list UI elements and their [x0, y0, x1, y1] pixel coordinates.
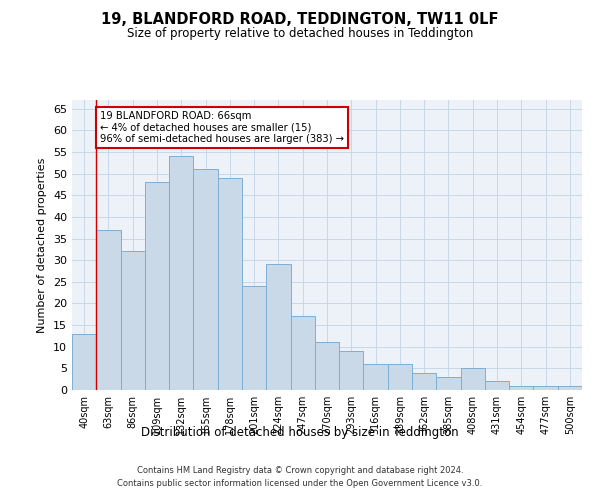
Bar: [509, 386, 533, 390]
Bar: [315, 342, 339, 390]
Bar: [558, 386, 582, 390]
Bar: [266, 264, 290, 390]
Bar: [436, 377, 461, 390]
Bar: [242, 286, 266, 390]
Bar: [461, 368, 485, 390]
Text: Contains HM Land Registry data © Crown copyright and database right 2024.
Contai: Contains HM Land Registry data © Crown c…: [118, 466, 482, 487]
Y-axis label: Number of detached properties: Number of detached properties: [37, 158, 47, 332]
Bar: [339, 351, 364, 390]
Bar: [169, 156, 193, 390]
Text: Size of property relative to detached houses in Teddington: Size of property relative to detached ho…: [127, 28, 473, 40]
Bar: [364, 364, 388, 390]
Bar: [412, 372, 436, 390]
Text: Distribution of detached houses by size in Teddington: Distribution of detached houses by size …: [141, 426, 459, 439]
Bar: [145, 182, 169, 390]
Bar: [388, 364, 412, 390]
Bar: [485, 382, 509, 390]
Bar: [72, 334, 96, 390]
Bar: [193, 170, 218, 390]
Bar: [121, 252, 145, 390]
Text: 19 BLANDFORD ROAD: 66sqm
← 4% of detached houses are smaller (15)
96% of semi-de: 19 BLANDFORD ROAD: 66sqm ← 4% of detache…: [100, 111, 344, 144]
Bar: [218, 178, 242, 390]
Bar: [533, 386, 558, 390]
Text: 19, BLANDFORD ROAD, TEDDINGTON, TW11 0LF: 19, BLANDFORD ROAD, TEDDINGTON, TW11 0LF: [101, 12, 499, 28]
Bar: [96, 230, 121, 390]
Bar: [290, 316, 315, 390]
